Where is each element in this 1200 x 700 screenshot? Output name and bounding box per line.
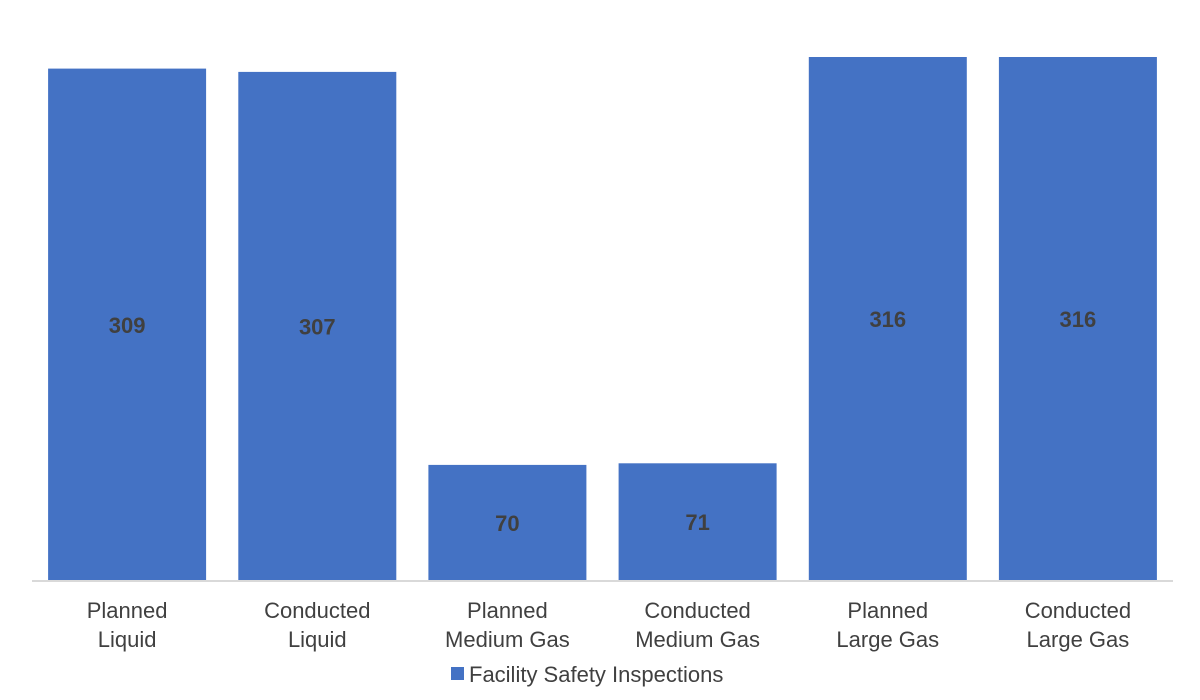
data-label-5: 316 — [1060, 307, 1097, 332]
x-tick-label-2-line-0: Planned — [467, 598, 548, 623]
legend-swatch — [451, 667, 464, 680]
data-label-2: 70 — [495, 511, 519, 536]
x-tick-label-0-line-0: Planned — [87, 598, 168, 623]
bar-2 — [428, 464, 587, 581]
x-tick-label-3-line-1: Medium Gas — [635, 627, 760, 652]
data-label-0: 309 — [109, 313, 146, 338]
x-tick-label-3-line-0: Conducted — [644, 598, 750, 623]
x-tick-label-1-line-0: Conducted — [264, 598, 370, 623]
x-tick-labels-layer: Planned Liquid Conducted Liquid Planned Mediu… — [87, 598, 1131, 652]
bar-5 — [998, 57, 1157, 581]
x-tick-label-2-line-1: Medium Gas — [445, 627, 570, 652]
bar-0 — [48, 68, 207, 582]
legend: Facility Safety Inspections — [451, 662, 723, 687]
bar-4 — [808, 57, 967, 581]
data-label-3: 71 — [685, 510, 709, 535]
data-labels-layer: 309 307 70 71 316 316 — [109, 307, 1097, 536]
bars-layer — [48, 57, 1157, 582]
data-label-1: 307 — [299, 315, 336, 340]
data-label-4: 316 — [869, 307, 906, 332]
x-tick-label-1-line-1: Liquid — [288, 627, 347, 652]
x-tick-label-0-line-1: Liquid — [98, 627, 157, 652]
x-tick-label-4-line-0: Planned — [847, 598, 928, 623]
x-tick-label-5-line-1: Large Gas — [1027, 627, 1130, 652]
legend-label: Facility Safety Inspections — [469, 662, 723, 687]
bar-1 — [238, 71, 397, 582]
x-tick-label-5-line-0: Conducted — [1025, 598, 1131, 623]
bar-3 — [618, 463, 777, 581]
x-tick-label-4-line-1: Large Gas — [836, 627, 939, 652]
